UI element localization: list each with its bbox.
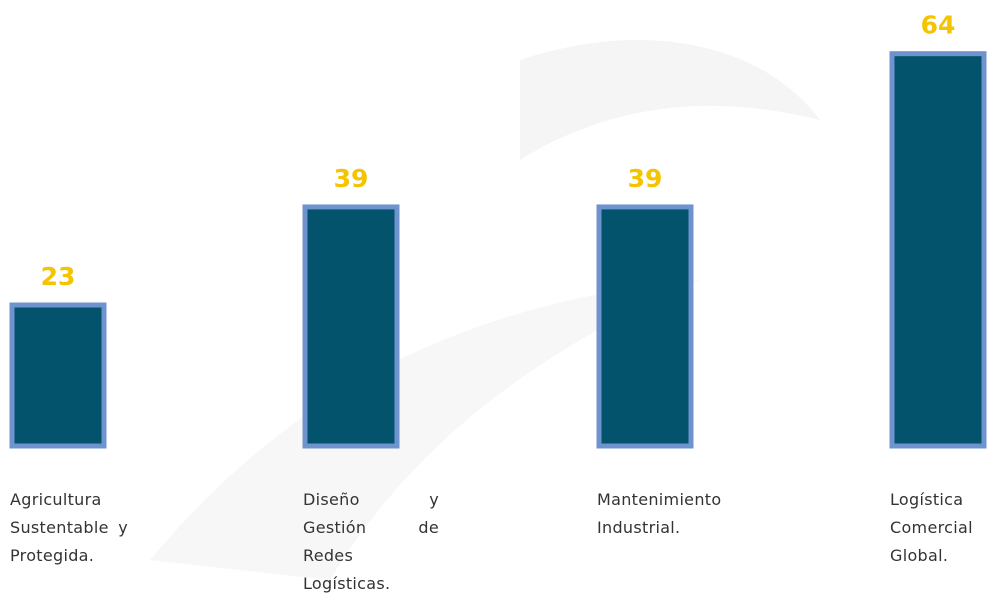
bar (596, 204, 694, 449)
value-label: 23 (41, 262, 76, 291)
category-label: Diseño y Gestión de Redes Logísticas. (303, 490, 439, 593)
watermark (520, 40, 820, 160)
bar (9, 302, 107, 449)
value-label: 39 (334, 164, 369, 193)
value-label: 64 (921, 11, 956, 40)
bar (302, 204, 400, 449)
category-label: Mantenimiento Industrial. (597, 490, 722, 537)
watermark (150, 280, 700, 580)
category-label: Agricultura Sustentable y Protegida. (10, 490, 128, 565)
bar (889, 51, 987, 449)
value-label: 39 (628, 164, 663, 193)
category-label: Logística Comercial Global. (890, 490, 973, 565)
